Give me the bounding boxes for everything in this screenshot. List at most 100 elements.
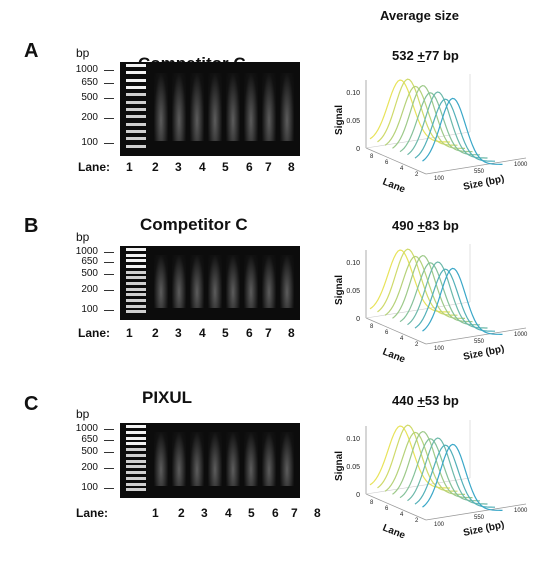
ladder-band — [126, 310, 146, 314]
signal-tick-label: 0.05 — [346, 288, 360, 295]
lane-number: 7 — [291, 506, 298, 520]
lane-number: 8 — [288, 326, 295, 340]
gel-image — [120, 62, 300, 156]
sample-smear — [262, 254, 276, 309]
ladder-tick — [104, 468, 114, 469]
average-mean: 532 — [392, 48, 418, 63]
lane-tick-label: 2 — [415, 172, 419, 178]
sample-smear — [244, 254, 258, 309]
lane-number: 5 — [222, 160, 229, 174]
lane-number: 1 — [126, 160, 133, 174]
ladder-band — [126, 253, 146, 257]
lane-label: Lane: — [76, 506, 109, 520]
lane-axis-line — [365, 493, 427, 521]
sample-smear — [226, 254, 240, 309]
ladder-tick — [104, 309, 114, 311]
sample-smear — [190, 254, 204, 309]
ladder-band — [126, 453, 146, 457]
signal-axis-label: Signal — [334, 105, 345, 135]
size-axis-line — [425, 157, 527, 175]
ladder-label: 100 — [81, 136, 98, 148]
average-size: 490 +83 bp — [392, 218, 459, 233]
ladder-lane — [126, 64, 146, 154]
ladder-band — [126, 100, 146, 104]
lane-signal-curve — [422, 97, 503, 165]
lane-tick-label: 6 — [385, 330, 389, 336]
lane-signal-curve — [422, 443, 503, 511]
lane-number: 2 — [152, 160, 159, 174]
ladder-band — [126, 442, 146, 446]
signal-tick-label: 0.10 — [346, 90, 360, 97]
size-axis-line — [425, 327, 527, 345]
sample-smear — [172, 73, 186, 141]
sample-smear — [244, 73, 258, 141]
bp-unit-label: bp — [76, 230, 90, 244]
ladder-label: 100 — [81, 481, 98, 493]
lane-number: 4 — [199, 160, 206, 174]
average-sd: 53 bp — [424, 393, 459, 408]
sample-smear — [154, 254, 168, 309]
sample-smear — [208, 432, 222, 486]
ladder-band — [126, 276, 146, 280]
lane-tick-label: 8 — [370, 324, 374, 330]
lane-signal-curve — [392, 84, 473, 153]
ladder-tick — [104, 262, 114, 264]
size-tick-label: 100 — [434, 346, 445, 352]
ladder-label: 650 — [81, 433, 98, 445]
signal-tick-label: 0.05 — [346, 464, 360, 471]
sample-smear — [226, 432, 240, 486]
ladder-band — [126, 482, 146, 486]
size-tick-label: 1000 — [514, 162, 528, 168]
ladder-tick — [104, 439, 114, 441]
plus-minus-sign: + — [417, 393, 425, 408]
lane-axis-label: Lane — [381, 177, 407, 192]
ladder-band — [126, 86, 146, 89]
sample-smear — [262, 432, 276, 486]
ladder-tick — [104, 97, 114, 99]
ladder-label: 200 — [81, 462, 98, 473]
average-size: 440 +53 bp — [392, 393, 459, 408]
lane-number: 5 — [222, 326, 229, 340]
ladder-band — [126, 93, 146, 97]
ladder-label: 200 — [81, 284, 98, 296]
lane-number: 5 — [248, 506, 255, 520]
signal-tick-label: 0.10 — [346, 260, 360, 267]
signal-tick-label: 0.10 — [346, 436, 360, 443]
lane-number: 2 — [178, 506, 185, 520]
ladder-band — [126, 465, 146, 469]
signal-tick-label: 0 — [356, 146, 360, 153]
lane-signal-curve — [377, 248, 458, 316]
lane-axis-line — [365, 147, 427, 175]
ladder-label: 200 — [81, 112, 98, 124]
lane-tick-label: 4 — [400, 336, 404, 342]
lane-axis-line — [365, 317, 427, 345]
sample-smear — [190, 432, 204, 486]
ladder-tick — [104, 82, 114, 84]
panel-title: PIXUL — [142, 388, 193, 407]
ladder-tick — [104, 69, 114, 71]
average-size: 532 +77 bp — [392, 48, 459, 63]
ladder-tick — [104, 451, 114, 453]
average-size-header: Average size — [380, 8, 460, 23]
lane-number: 1 — [152, 506, 159, 520]
sample-smear — [226, 73, 240, 141]
size-axis-label: Size (bp) — [462, 520, 505, 538]
plus-minus-sign: + — [417, 48, 425, 63]
ladder-label: 500 — [81, 91, 98, 103]
lane-signal-curve — [377, 424, 458, 492]
lane-number: 6 — [246, 326, 253, 340]
ladder-band — [126, 488, 146, 492]
sample-smear — [172, 254, 186, 309]
size-tick-label: 100 — [434, 176, 445, 182]
lane-tick-label: 8 — [370, 500, 374, 506]
lane-tick-label: 2 — [415, 342, 419, 348]
ladder-band — [126, 248, 146, 251]
sample-smear — [280, 73, 294, 141]
lane-number: 6 — [246, 160, 253, 174]
ladder-label: 100 — [81, 303, 98, 315]
ladder-band — [126, 282, 146, 285]
sample-smear — [280, 432, 294, 486]
ladder-tick — [104, 142, 114, 144]
lane-number: 7 — [265, 160, 272, 174]
size-tick-label: 550 — [474, 339, 485, 345]
